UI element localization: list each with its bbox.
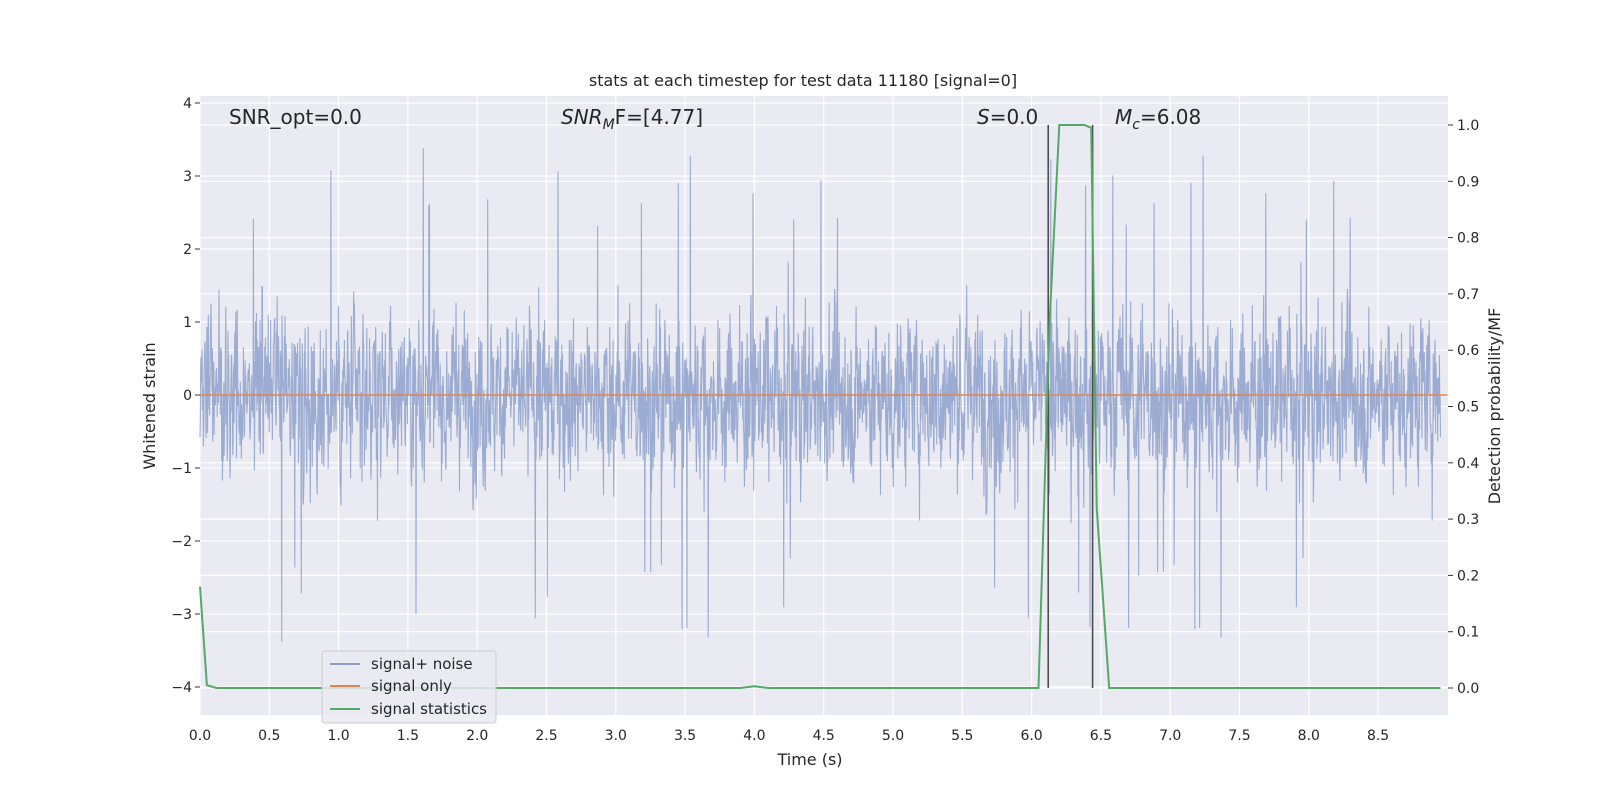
y-right-tick-label: 0.8: [1457, 231, 1479, 247]
y-left-tick-label: 1: [183, 315, 192, 331]
chart-title: stats at each timestep for test data 111…: [589, 71, 1017, 90]
y-left-tick-label: −1: [171, 461, 192, 477]
x-tick-label: 2.0: [466, 728, 488, 744]
y-left-tick-label: −3: [171, 607, 192, 623]
x-tick-label: 5.5: [951, 728, 973, 744]
y-right-tick-label: 0.9: [1457, 174, 1479, 190]
y-left-tick-label: 0: [183, 388, 192, 404]
annotation-s: S=0.0: [977, 105, 1038, 129]
legend-box: [321, 650, 497, 724]
annotation-mc: Mc=6.08: [1115, 105, 1201, 133]
y-right-tick-label: 0.0: [1457, 681, 1479, 697]
y-right-tick-label: 0.7: [1457, 287, 1479, 303]
signal-statistics-line: [199, 124, 1441, 689]
y-left-tick-label: 2: [183, 242, 192, 258]
legend: signal+ noise signal only signal statist…: [321, 650, 497, 724]
y-right-tick-label: 0.2: [1457, 568, 1479, 584]
signal-plus-noise-series: [199, 148, 1442, 642]
y-left-axis-label: Whitened strain: [140, 342, 159, 469]
snr-mf-sub: M: [603, 117, 615, 133]
y-right-tick-label: 0.4: [1457, 456, 1479, 472]
x-tick-label: 8.5: [1367, 728, 1389, 744]
s-symbol: S: [977, 105, 990, 129]
x-tick-label: 1.5: [397, 728, 419, 744]
mc-sub: c: [1132, 117, 1140, 133]
signal-plus-noise-line: [199, 148, 1442, 642]
x-tick-label: 0.5: [258, 728, 280, 744]
x-tick-label: 4.5: [813, 728, 835, 744]
y-left-tick-label: 4: [183, 96, 192, 112]
x-tick-label: 6.0: [1020, 728, 1042, 744]
mc-value: =6.08: [1140, 105, 1201, 129]
y-right-tick-label: 0.6: [1457, 343, 1479, 359]
y-right-tick-label: 0.5: [1457, 400, 1479, 416]
x-tick-label: 7.0: [1159, 728, 1181, 744]
legend-label-signal-noise: signal+ noise: [371, 655, 473, 673]
x-tick-label: 6.5: [1090, 728, 1112, 744]
x-tick-label: 3.5: [674, 728, 696, 744]
y-right-axis-ticks: 0.0 0.1 0.2 0.3 0.4 0.5 0.6 0.7 0.8 0.9 1.0: [1448, 118, 1479, 697]
s-value: =0.0: [990, 105, 1039, 129]
x-tick-label: 2.5: [535, 728, 557, 744]
snr-mf-rest: F=[4.77]: [615, 105, 703, 129]
x-tick-label: 8.0: [1298, 728, 1320, 744]
y-left-axis-ticks: −4 −3 −2 −1 0 1 2 3 4: [171, 96, 200, 696]
y-left-tick-label: −4: [171, 680, 192, 696]
signal-statistics-series: [199, 124, 1441, 689]
x-tick-label: 1.0: [327, 728, 349, 744]
y-right-tick-label: 0.1: [1457, 625, 1479, 641]
x-tick-label: 4.0: [743, 728, 765, 744]
x-tick-label: 7.5: [1228, 728, 1250, 744]
x-axis-ticks: 0.0 0.5 1.0 1.5 2.0 2.5 3.0 3.5 4.0 4.5 5.0 5.5 6.0 6…: [189, 728, 1389, 744]
snr-mf-main: SNR: [561, 105, 603, 129]
annotation-snr-opt: SNR_opt=0.0: [229, 105, 362, 129]
y-left-tick-label: −2: [171, 534, 192, 550]
legend-label-signal-statistics: signal statistics: [371, 700, 487, 718]
x-tick-label: 3.0: [605, 728, 627, 744]
y-right-tick-label: 1.0: [1457, 118, 1479, 134]
x-tick-label: 5.0: [882, 728, 904, 744]
mc-symbol: M: [1115, 105, 1132, 129]
y-right-axis-label: Detection probability/MF: [1485, 308, 1504, 505]
annotation-snr-mf: SNRMF=[4.77]: [561, 105, 703, 133]
legend-label-signal-only: signal only: [371, 677, 452, 695]
y-right-tick-label: 0.3: [1457, 512, 1479, 528]
x-tick-label: 0.0: [189, 728, 211, 744]
x-axis-label: Time (s): [776, 750, 842, 769]
y-left-tick-label: 3: [183, 169, 192, 185]
